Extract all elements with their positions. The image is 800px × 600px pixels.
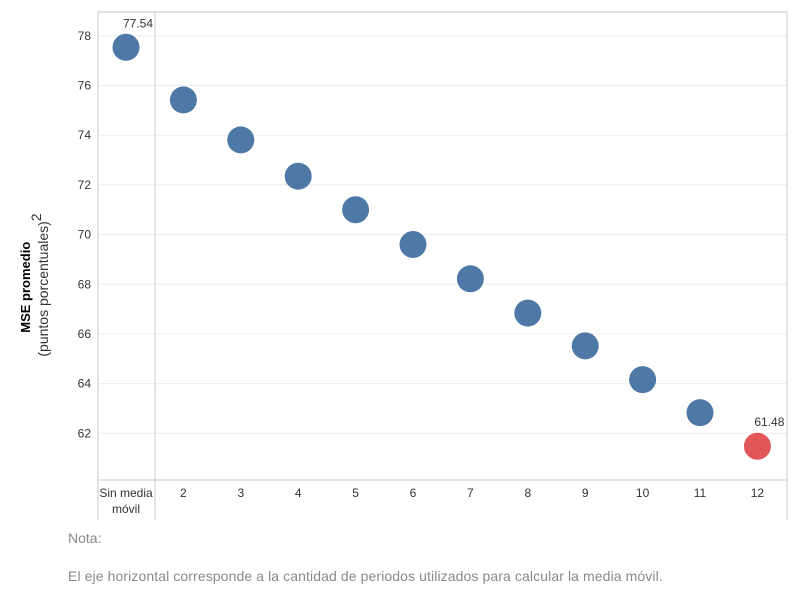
data-point [342, 196, 370, 224]
x-axis-ticks: Sin media móvil 2 3 4 5 6 7 8 9 10 11 12 [99, 486, 764, 516]
note-title: Nota: [68, 530, 102, 546]
y-axis-ticks: 62 64 66 68 70 72 74 76 78 [78, 29, 92, 440]
data-point [686, 399, 714, 427]
x-tick-label: 3 [237, 486, 244, 500]
x-tick-label: 9 [582, 486, 589, 500]
data-point [571, 332, 599, 360]
y-tick-label: 68 [78, 277, 92, 291]
x-tick-label: Sin media móvil [99, 486, 153, 516]
data-point [629, 366, 657, 394]
x-tick-label: 10 [636, 486, 650, 500]
data-label: 77.54 [123, 16, 153, 30]
y-tick-label: 62 [78, 426, 92, 440]
note-text: El eje horizontal corresponde a la canti… [68, 568, 663, 584]
y-axis-title-main: MSE promedio [18, 242, 33, 333]
data-point [169, 86, 197, 114]
data-point [456, 265, 484, 293]
y-tick-label: 70 [78, 228, 92, 242]
y-tick-label: 78 [78, 29, 92, 43]
data-point [284, 162, 312, 190]
x-tick-label: 8 [524, 486, 531, 500]
x-tick-label: 11 [694, 486, 707, 500]
y-axis-title: MSE promedio (puntos porcentuales)2 [17, 213, 51, 356]
x-tick-label: 2 [180, 486, 187, 500]
data-label: 61.48 [754, 415, 784, 429]
x-tick-label: 4 [295, 486, 302, 500]
x-tick-label: 7 [467, 486, 474, 500]
x-tick-label: 6 [410, 486, 417, 500]
x-tick-label: 12 [751, 486, 765, 500]
chart-axes [97, 11, 788, 520]
x-tick-label: 5 [352, 486, 359, 500]
data-point [112, 33, 140, 61]
data-point [227, 126, 255, 154]
data-point-highlight [743, 432, 771, 460]
y-axis-title-units: (puntos porcentuales) [35, 221, 51, 356]
data-point [514, 299, 542, 327]
data-labels: 77.54 61.48 [123, 16, 785, 429]
data-points [112, 33, 771, 460]
gridlines [98, 35, 787, 434]
y-tick-label: 66 [78, 327, 92, 341]
y-tick-label: 64 [78, 377, 92, 391]
y-tick-label: 72 [78, 178, 92, 192]
y-tick-label: 76 [78, 79, 92, 93]
data-point [399, 231, 427, 259]
plot-frame [97, 11, 788, 481]
y-axis-title-superscript: 2 [28, 213, 44, 221]
y-tick-label: 74 [78, 128, 92, 142]
